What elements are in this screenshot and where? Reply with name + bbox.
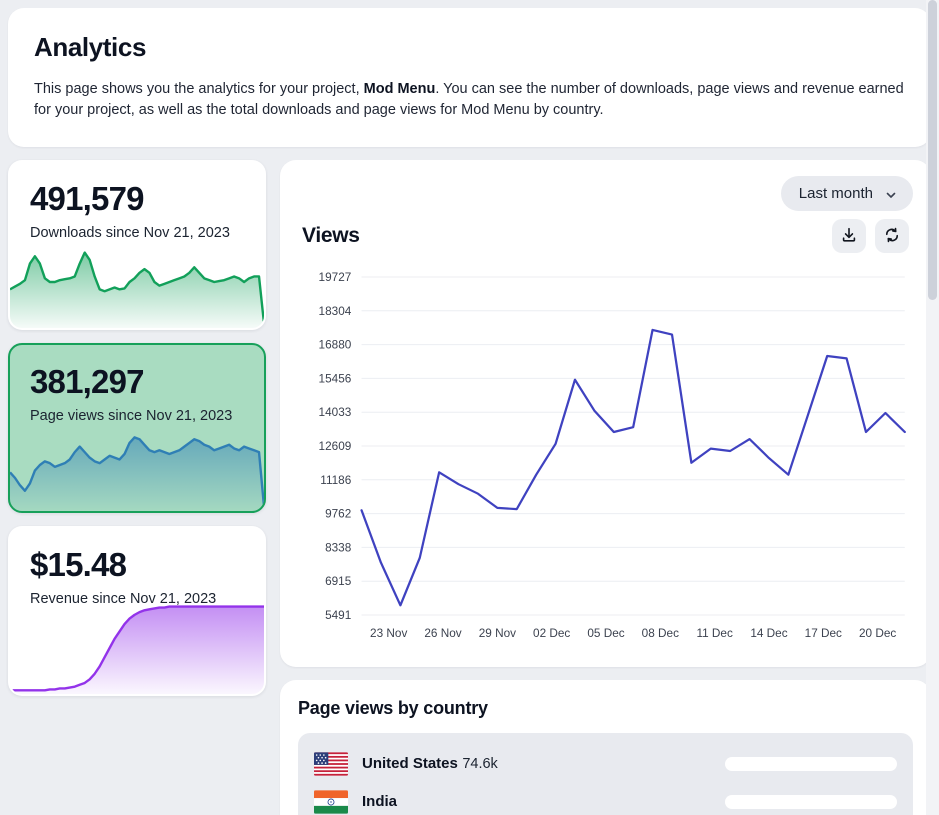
svg-text:11 Dec: 11 Dec	[696, 627, 733, 640]
svg-text:14033: 14033	[319, 406, 352, 419]
stat-label-downloads: Downloads since Nov 21, 2023	[30, 224, 230, 241]
svg-text:8338: 8338	[325, 542, 351, 555]
country-bar-wrap-us	[526, 757, 897, 772]
scrollbar-thumb[interactable]	[928, 0, 937, 300]
flag-in-icon	[314, 790, 348, 814]
stat-label-page-views: Page views since Nov 21, 2023	[30, 407, 233, 424]
stat-card-page-views-content: 381,297 Page views since Nov 21, 2023	[10, 345, 264, 426]
list-item[interactable]: United States 74.6k	[312, 745, 899, 783]
svg-text:14 Dec: 14 Dec	[750, 627, 787, 640]
country-progress-bar	[725, 757, 897, 772]
stat-card-revenue[interactable]: $15.48 Revenue since Nov 21, 2023	[8, 526, 266, 697]
svg-text:5491: 5491	[325, 609, 351, 622]
date-range-select[interactable]: Last month	[780, 176, 913, 212]
flag-us-icon	[314, 752, 348, 776]
svg-text:11186: 11186	[320, 474, 351, 487]
country-text-in: India	[362, 793, 512, 812]
stat-card-downloads[interactable]: 491,579 Downloads since Nov 21, 2023	[8, 160, 266, 331]
country-value: 74.6k	[462, 755, 498, 772]
stat-card-downloads-content: 491,579 Downloads since Nov 21, 2023	[10, 162, 264, 243]
svg-text:02 Dec: 02 Dec	[533, 627, 570, 640]
page-description-pre: This page shows you the analytics for yo…	[34, 81, 364, 97]
svg-text:17 Dec: 17 Dec	[805, 627, 842, 640]
stat-value-downloads: 491,579	[30, 180, 144, 218]
svg-text:15456: 15456	[319, 373, 352, 386]
stat-label-revenue: Revenue since Nov 21, 2023	[30, 590, 217, 607]
refresh-icon	[883, 226, 901, 247]
svg-text:16880: 16880	[319, 339, 352, 352]
page-description-post: . You can see the number of downloads, p…	[34, 81, 904, 119]
country-list: United States 74.6k	[298, 733, 913, 815]
svg-text:05 Dec: 05 Dec	[587, 627, 624, 640]
range-row: Last month	[298, 176, 913, 212]
country-section-title: Page views by country	[298, 698, 488, 719]
page-description: This page shows you the analytics for yo…	[34, 79, 905, 121]
views-actions	[832, 219, 909, 254]
analytics-body: 491,579 Downloads since Nov 21, 2023 381…	[8, 160, 931, 815]
project-name: Mod Menu	[363, 81, 436, 97]
views-line-chart: 19727 18304 16880 15456 14033 12609 11186 9762 8…	[298, 269, 913, 649]
svg-text:26 Nov: 26 Nov	[424, 627, 461, 640]
views-header: Views	[298, 219, 913, 254]
stat-value-page-views: 381,297	[30, 363, 144, 401]
sparkline-downloads	[10, 236, 264, 329]
views-panel: Last month Views	[280, 160, 931, 668]
svg-text:08 Dec: 08 Dec	[642, 627, 679, 640]
svg-text:18304: 18304	[319, 305, 352, 318]
download-button[interactable]	[832, 219, 866, 254]
list-item[interactable]: India	[312, 783, 899, 815]
page-title: Analytics	[34, 32, 147, 62]
svg-text:20 Dec: 20 Dec	[859, 627, 896, 640]
page-views-by-country-panel: Page views by country	[280, 680, 931, 815]
sparkline-revenue	[10, 602, 264, 695]
country-name: United States	[362, 754, 458, 772]
svg-text:9762: 9762	[325, 508, 351, 521]
svg-text:6915: 6915	[325, 575, 351, 588]
chevron-down-icon	[885, 188, 897, 200]
country-bar-wrap-in	[526, 795, 897, 810]
sparkline-page-views	[10, 419, 264, 512]
svg-text:19727: 19727	[319, 271, 352, 284]
charts-column: Last month Views	[280, 160, 931, 815]
country-text-us: United States 74.6k	[362, 755, 512, 774]
stat-card-page-views[interactable]: 381,297 Page views since Nov 21, 2023	[8, 343, 266, 514]
stat-card-column: 491,579 Downloads since Nov 21, 2023 381…	[8, 160, 266, 815]
stat-value-revenue: $15.48	[30, 546, 127, 584]
views-title: Views	[302, 224, 360, 248]
country-name: India	[362, 792, 398, 810]
page-scrollbar[interactable]	[926, 0, 939, 815]
refresh-button[interactable]	[875, 219, 909, 254]
country-progress-bar	[725, 795, 897, 810]
date-range-label: Last month	[798, 185, 873, 203]
svg-text:23 Nov: 23 Nov	[370, 627, 407, 640]
download-icon	[840, 226, 858, 247]
page-header-card: Analytics This page shows you the analyt…	[8, 8, 931, 148]
stat-card-revenue-content: $15.48 Revenue since Nov 21, 2023	[10, 528, 264, 609]
svg-text:12609: 12609	[319, 440, 352, 453]
svg-text:29 Nov: 29 Nov	[479, 627, 516, 640]
